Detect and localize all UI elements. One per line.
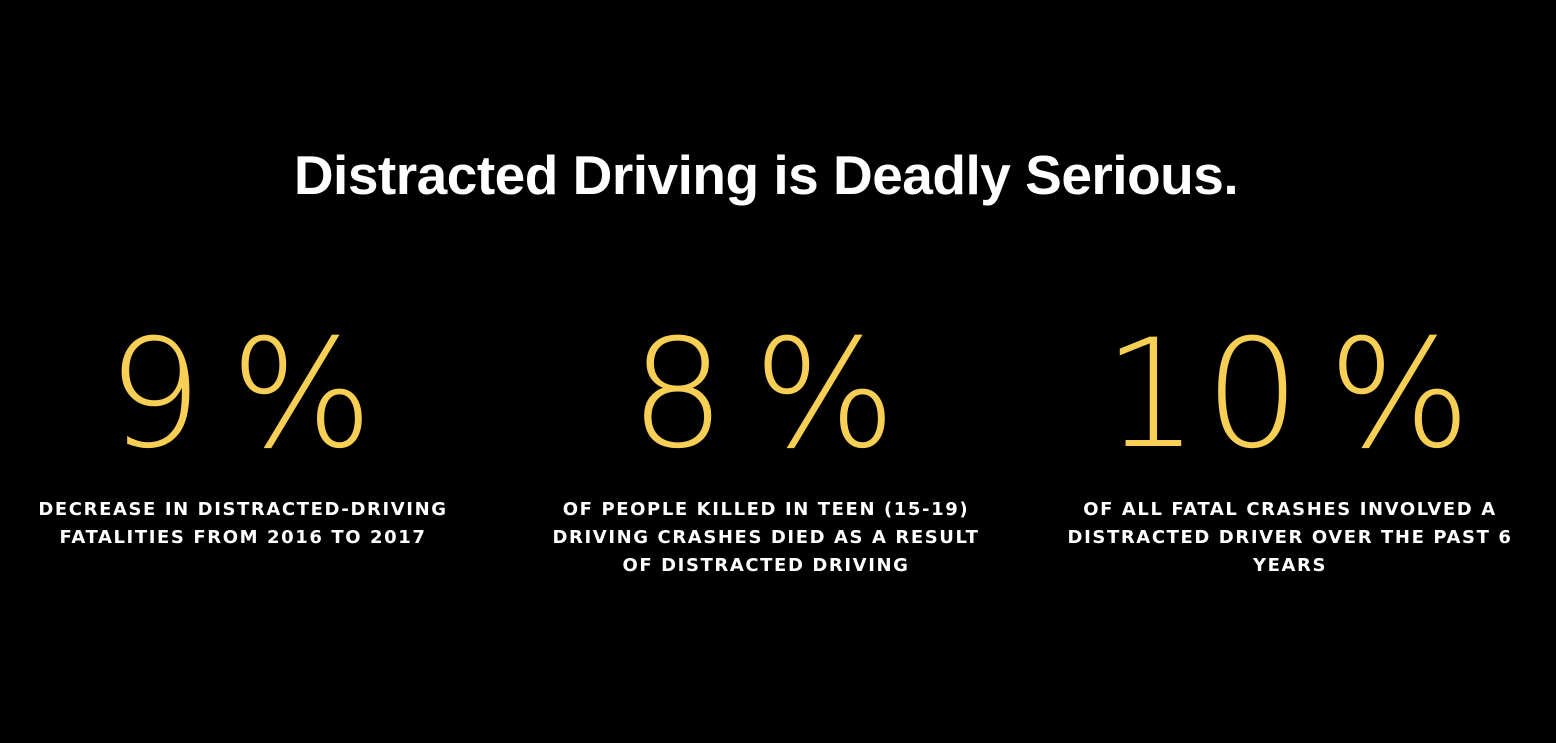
stat-block-fatal-crashes: 10% OF ALL FATAL CRASHES INVOLVED A DIST… (1055, 310, 1525, 580)
stat-value: 9 (107, 308, 209, 482)
stat-unit: % (1328, 308, 1477, 482)
stat-value: 10 (1103, 308, 1307, 482)
stat-unit: % (230, 308, 379, 482)
stat-block-teen-crashes: 8% OF PEOPLE KILLED IN TEEN (15-19) DRIV… (531, 310, 1001, 580)
section-title: Distracted Driving is Deadly Serious. (293, 144, 1239, 206)
stat-description: OF ALL FATAL CRASHES INVOLVED A DISTRACT… (1067, 499, 1513, 576)
stat-description: OF PEOPLE KILLED IN TEEN (15-19) DRIVING… (552, 499, 980, 576)
stat-number: 8% (531, 310, 1001, 480)
stat-unit: % (753, 308, 902, 482)
stat-number: 10% (1055, 310, 1525, 480)
stat-number: 9% (8, 310, 478, 480)
stat-description: DECREASE IN DISTRACTED-DRIVING FATALITIE… (38, 499, 448, 548)
stat-value: 8 (630, 308, 732, 482)
stat-block-fatality-decrease: 9% DECREASE IN DISTRACTED-DRIVING FATALI… (8, 310, 478, 552)
